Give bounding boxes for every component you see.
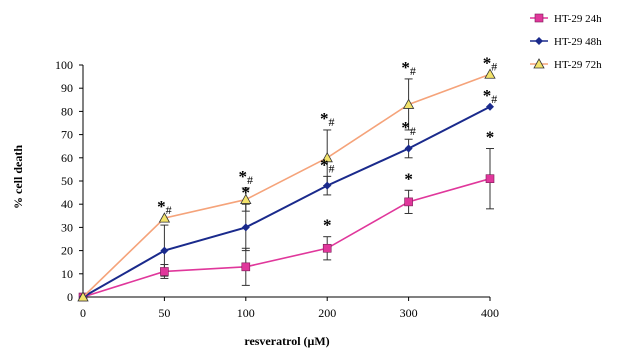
data-point <box>77 291 89 302</box>
y-tick-label: 20 <box>61 244 73 258</box>
series-line <box>82 177 491 298</box>
series-layer <box>77 68 496 302</box>
data-point <box>160 267 169 276</box>
significance-label: *# <box>320 155 335 175</box>
significance-label: *# <box>401 58 416 78</box>
y-tick-label: 100 <box>55 58 73 72</box>
legend-label: HT-29 24h <box>554 13 602 25</box>
annotation-layer: *****#*#*#*#*#*#*# *# <box>157 53 497 234</box>
significance-label: *# <box>239 167 254 187</box>
significance-label: * <box>404 169 413 188</box>
data-point <box>160 246 169 255</box>
data-point <box>322 243 332 253</box>
legend-marker <box>534 13 544 23</box>
significance-label: *# <box>157 197 172 217</box>
significance-label: * <box>323 216 332 235</box>
significance-label: * <box>486 128 495 147</box>
x-tick-label: 50 <box>158 306 170 320</box>
error-bars-series-2 <box>160 138 413 277</box>
significance-label: *# <box>320 109 335 129</box>
x-axis-title: resveratrol (μM) <box>244 334 329 348</box>
series-3 <box>77 68 496 302</box>
data-point <box>404 197 413 207</box>
x-tick-label: 100 <box>237 306 255 320</box>
x-tick-label: 300 <box>400 306 418 320</box>
y-tick-label: 0 <box>67 290 73 304</box>
series-2 <box>79 102 494 301</box>
data-point <box>241 262 251 272</box>
data-point <box>484 68 496 79</box>
y-tick-label: 70 <box>61 128 73 142</box>
significance-label: *# <box>483 86 498 106</box>
data-point <box>241 223 250 232</box>
y-axis-title: % cell death <box>11 145 25 209</box>
series-line <box>82 105 491 298</box>
data-point <box>485 174 495 183</box>
significance-label: *# <box>401 118 416 138</box>
data-point <box>240 193 252 204</box>
axes: 0 10 20 30 40 50 60 70 80 90 100 0 50 100 200 300 400 <box>55 58 499 320</box>
data-point <box>158 212 171 223</box>
y-tick-label: 40 <box>61 197 73 211</box>
y-tick-label: 60 <box>61 151 73 165</box>
legend: HT-29 24h HT-29 48h HT-29 72h <box>530 13 602 71</box>
legend-marker <box>535 37 543 45</box>
y-tick-label: 30 <box>61 220 73 234</box>
x-tick-label: 0 <box>80 306 86 320</box>
significance-label: *# <box>483 53 498 73</box>
x-tick-label: 200 <box>318 306 336 320</box>
y-tick-label: 10 <box>61 267 73 281</box>
data-point <box>321 151 333 163</box>
series-line <box>82 73 491 298</box>
legend-label: HT-29 48h <box>554 36 602 48</box>
data-point <box>402 98 415 109</box>
data-point <box>486 102 494 111</box>
legend-marker <box>533 58 545 69</box>
legend-label: HT-29 72h <box>554 59 602 71</box>
y-tick-label: 90 <box>61 81 73 95</box>
data-point <box>404 144 413 153</box>
data-point <box>323 181 332 190</box>
series-1 <box>78 174 495 302</box>
y-tick-label: 50 <box>61 174 73 188</box>
x-tick-label: 400 <box>481 306 499 320</box>
significance-label: * <box>242 183 251 202</box>
y-tick-label: 80 <box>61 104 73 118</box>
